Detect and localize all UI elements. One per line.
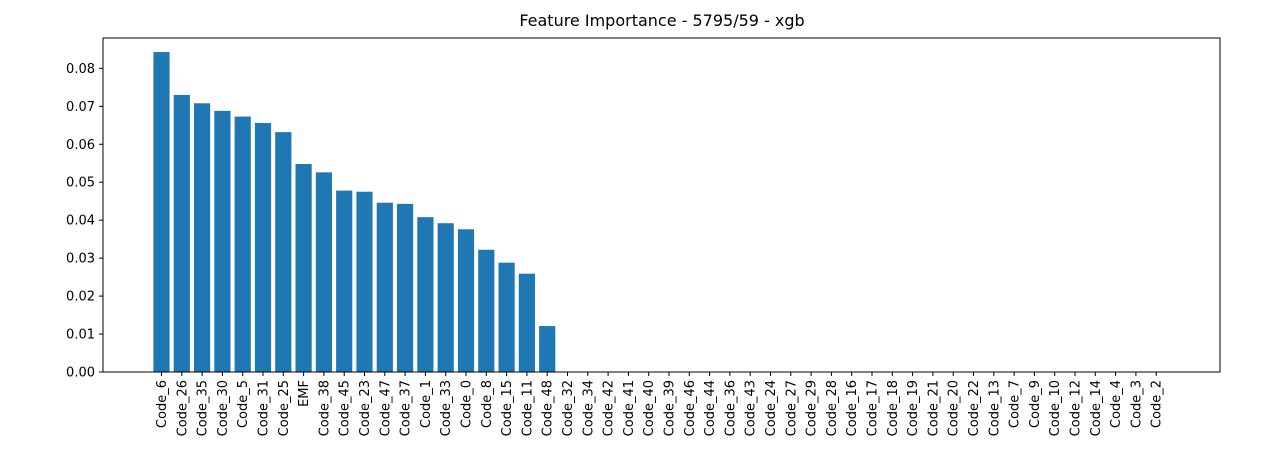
bar-code-35	[194, 103, 211, 372]
bar-code-45	[336, 190, 353, 372]
x-tick-label: Code_46	[683, 380, 698, 436]
x-tick-label: Code_2	[1150, 380, 1165, 428]
x-tick-label: Code_13	[987, 380, 1002, 436]
y-tick-label: 0.00	[66, 366, 95, 381]
bar-code-38	[315, 172, 332, 372]
y-tick-label: 0.07	[66, 100, 95, 115]
x-tick-label: Code_16	[845, 380, 860, 436]
x-tick-label: Code_19	[906, 380, 921, 436]
x-tick-label: Code_22	[967, 380, 982, 436]
bar-code-11	[518, 273, 535, 372]
x-tick-label: Code_38	[317, 380, 332, 436]
x-tick-label: Code_39	[663, 380, 678, 436]
x-tick-label: Code_25	[277, 380, 292, 436]
x-tick-label: Code_26	[175, 380, 190, 436]
x-tick-label: Code_9	[1028, 380, 1043, 428]
x-axis-ticks: Code_6 Code_26 Code_35 Code_30 Code_5 Code_31…	[155, 372, 1165, 436]
x-tick-label: Code_7	[1008, 380, 1023, 428]
y-tick-label: 0.05	[66, 176, 95, 191]
x-tick-label: Code_35	[196, 380, 211, 436]
x-tick-label: Code_23	[358, 380, 373, 436]
x-tick-label: Code_6	[155, 380, 170, 428]
x-tick-label: Code_11	[520, 380, 535, 436]
bars-group	[153, 52, 556, 373]
x-tick-label: Code_41	[622, 380, 637, 436]
x-tick-label: Code_15	[500, 380, 515, 436]
x-tick-label: Code_43	[744, 380, 759, 436]
x-tick-label: Code_28	[825, 380, 840, 436]
bar-code-8	[478, 249, 495, 372]
x-tick-label: Code_34	[581, 380, 596, 436]
plot-frame	[102, 37, 1221, 373]
bar-code-37	[397, 203, 414, 372]
x-tick-label: Code_29	[805, 380, 820, 436]
y-tick-label: 0.03	[66, 252, 95, 267]
bar-code-1	[417, 217, 434, 372]
x-tick-label: EMF	[297, 380, 312, 407]
x-tick-label: Code_33	[439, 380, 454, 436]
bar-code-47	[376, 202, 393, 372]
x-tick-label: Code_37	[399, 380, 414, 436]
x-tick-label: Code_27	[784, 380, 799, 436]
x-tick-label: Code_17	[866, 380, 881, 436]
x-tick-label: Code_24	[764, 380, 779, 436]
x-tick-label: Code_47	[378, 380, 393, 436]
bar-code-15	[498, 262, 515, 372]
x-tick-label: Code_45	[338, 380, 353, 436]
x-tick-label: Code_42	[602, 380, 617, 436]
bar-code-30	[214, 110, 231, 373]
y-tick-label: 0.02	[66, 290, 95, 305]
x-tick-label: Code_44	[703, 380, 718, 436]
x-tick-label: Code_4	[1109, 380, 1124, 428]
bar-code-6	[153, 52, 170, 372]
bar-code-48	[539, 326, 556, 372]
x-tick-label: Code_18	[886, 380, 901, 436]
chart-title: Feature Importance - 5795/59 - xgb	[519, 11, 804, 30]
bar-code-31	[254, 123, 272, 373]
x-tick-label: Code_10	[1048, 380, 1063, 436]
x-tick-label: Code_48	[541, 380, 556, 436]
y-tick-label: 0.01	[66, 328, 95, 343]
x-tick-label: Code_20	[947, 380, 962, 436]
x-tick-label: Code_21	[926, 380, 941, 436]
bar-code-0	[457, 229, 475, 372]
bar-code-26	[173, 94, 190, 373]
bar-code-5	[234, 116, 251, 372]
x-tick-label: Code_8	[480, 380, 495, 428]
x-tick-label: Code_1	[419, 380, 434, 428]
y-tick-label: 0.06	[66, 138, 95, 153]
x-tick-label: Code_31	[257, 380, 272, 436]
x-tick-label: Code_30	[216, 380, 231, 436]
x-tick-label: Code_36	[723, 380, 738, 436]
x-tick-label: Code_40	[642, 380, 657, 436]
x-tick-label: Code_0	[460, 380, 475, 428]
y-tick-label: 0.04	[66, 214, 95, 229]
bar-code-23	[356, 191, 373, 372]
bar-code-25	[275, 132, 292, 372]
bar-emf	[295, 164, 312, 372]
x-tick-label: Code_12	[1069, 380, 1084, 436]
y-tick-label: 0.08	[66, 62, 95, 77]
x-tick-label: Code_5	[236, 380, 251, 428]
bar-code-33	[437, 223, 454, 372]
x-tick-label: Code_32	[561, 380, 576, 436]
x-tick-label: Code_3	[1129, 380, 1144, 428]
y-axis-ticks: 0.00 0.01 0.02 0.03 0.04 0.05 0.06 0.07 0.08	[66, 62, 103, 381]
x-tick-label: Code_14	[1089, 380, 1104, 436]
